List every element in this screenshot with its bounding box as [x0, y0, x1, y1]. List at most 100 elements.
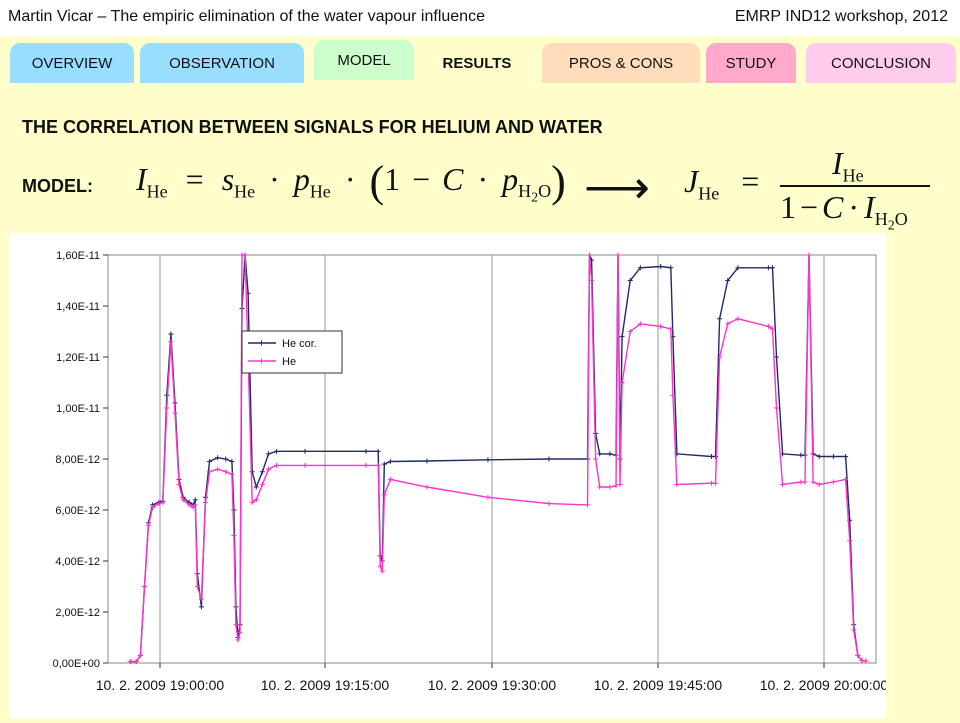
data-point — [546, 501, 552, 507]
data-point — [375, 462, 381, 468]
data-point — [233, 622, 239, 628]
data-point — [172, 410, 178, 416]
data-point — [265, 466, 271, 472]
data-point — [816, 482, 822, 487]
data-point — [137, 652, 143, 658]
data-point — [830, 453, 836, 459]
data-point — [223, 469, 229, 475]
data-point — [253, 484, 259, 490]
data-point — [302, 448, 308, 454]
data-point — [607, 451, 613, 457]
data-point — [658, 263, 664, 269]
data-point — [668, 265, 674, 271]
data-point — [231, 533, 237, 538]
data-point — [192, 502, 198, 508]
formula-symbol: p — [502, 161, 519, 197]
legend-box — [241, 330, 343, 374]
data-point — [713, 453, 719, 459]
data-point — [198, 596, 204, 602]
data-point — [725, 321, 731, 327]
data-point — [207, 469, 213, 475]
data-point — [259, 469, 265, 475]
tab-results[interactable]: RESULTS — [421, 43, 533, 83]
y-tick-label: 1,00E-11 — [56, 403, 100, 415]
tab-pros-cons[interactable]: PROS & CONS — [542, 43, 700, 83]
data-point — [855, 652, 861, 658]
data-point — [627, 329, 633, 334]
formula-subscript: He — [842, 165, 864, 186]
data-point — [585, 502, 591, 508]
data-point — [265, 451, 271, 457]
data-point — [207, 459, 213, 465]
data-point — [668, 326, 674, 332]
data-point — [229, 471, 235, 477]
formula-subscript: O — [894, 209, 908, 230]
series-line-he — [130, 254, 867, 663]
data-point — [215, 466, 221, 472]
data-point — [160, 499, 166, 505]
data-point — [381, 461, 387, 467]
arrow-icon: ⟶ — [584, 162, 650, 213]
y-tick-label: 8,00E-12 — [55, 454, 100, 466]
data-point — [249, 499, 255, 505]
data-point — [713, 480, 719, 486]
formula-symbol: I — [832, 145, 843, 181]
formula-subscript: H — [874, 209, 888, 230]
formula-symbol: 1 — [384, 161, 401, 197]
data-point — [253, 497, 259, 503]
y-tick-label: 6,00E-12 — [55, 505, 100, 517]
formula-corrected: JHe = IHe 1− C · IH2O — [684, 145, 944, 235]
tab-overview[interactable]: OVERVIEW — [10, 43, 134, 83]
y-tick-label: 2,00E-12 — [55, 607, 100, 619]
formula-subscript: H — [518, 181, 532, 202]
formula-subscript: He — [309, 181, 331, 202]
data-point — [302, 462, 308, 468]
data-point — [774, 405, 780, 411]
data-point — [717, 354, 723, 360]
data-point — [237, 629, 243, 635]
data-point — [180, 497, 186, 503]
tab-study[interactable]: STUDY — [706, 43, 796, 83]
data-point — [387, 476, 393, 482]
x-tick-label: 10. 2. 2009 20:00:00 — [760, 677, 886, 693]
data-point — [485, 494, 491, 500]
header-author-title: Martin Vicar – The empiric elimination o… — [8, 8, 485, 25]
data-point — [816, 453, 822, 459]
data-point — [274, 462, 280, 468]
data-point — [168, 339, 174, 345]
data-point — [613, 483, 619, 489]
formula-symbol: C — [442, 161, 464, 197]
data-point — [146, 522, 152, 528]
tab-conclusion[interactable]: CONCLUSION — [806, 43, 956, 83]
tab-observation[interactable]: OBSERVATION — [140, 43, 304, 83]
signal-chart: 10. 2. 2009 19:00:00 10. 2. 2009 19:15:00… — [53, 250, 889, 693]
data-point — [156, 501, 162, 507]
formula-model: IHe = sHe · pHe · (1 − C · pH2O) — [136, 157, 566, 206]
data-point — [859, 657, 865, 663]
y-tick-label: 4,00E-12 — [55, 556, 100, 568]
formula-symbol: J — [684, 163, 699, 199]
data-point — [843, 476, 849, 482]
data-point — [851, 627, 857, 633]
data-point — [223, 456, 229, 462]
data-point — [229, 459, 235, 465]
y-tick-label: 1,60E-11 — [56, 250, 100, 262]
formula-subscript: 2 — [531, 190, 539, 206]
data-point — [168, 331, 174, 337]
data-point — [546, 456, 552, 462]
data-point — [765, 323, 771, 329]
data-point — [379, 568, 385, 574]
data-point — [735, 316, 741, 322]
tab-model[interactable]: MODEL — [314, 40, 414, 80]
data-point — [863, 658, 869, 664]
data-point — [485, 457, 491, 463]
data-point — [847, 538, 853, 544]
data-point — [176, 482, 182, 487]
x-tick-label: 10. 2. 2009 19:30:00 — [428, 677, 557, 693]
formula-subscript: He — [698, 183, 720, 204]
data-point — [617, 482, 623, 487]
data-point — [658, 323, 664, 329]
data-point — [133, 658, 139, 664]
data-point — [637, 265, 643, 271]
data-point — [780, 482, 786, 487]
